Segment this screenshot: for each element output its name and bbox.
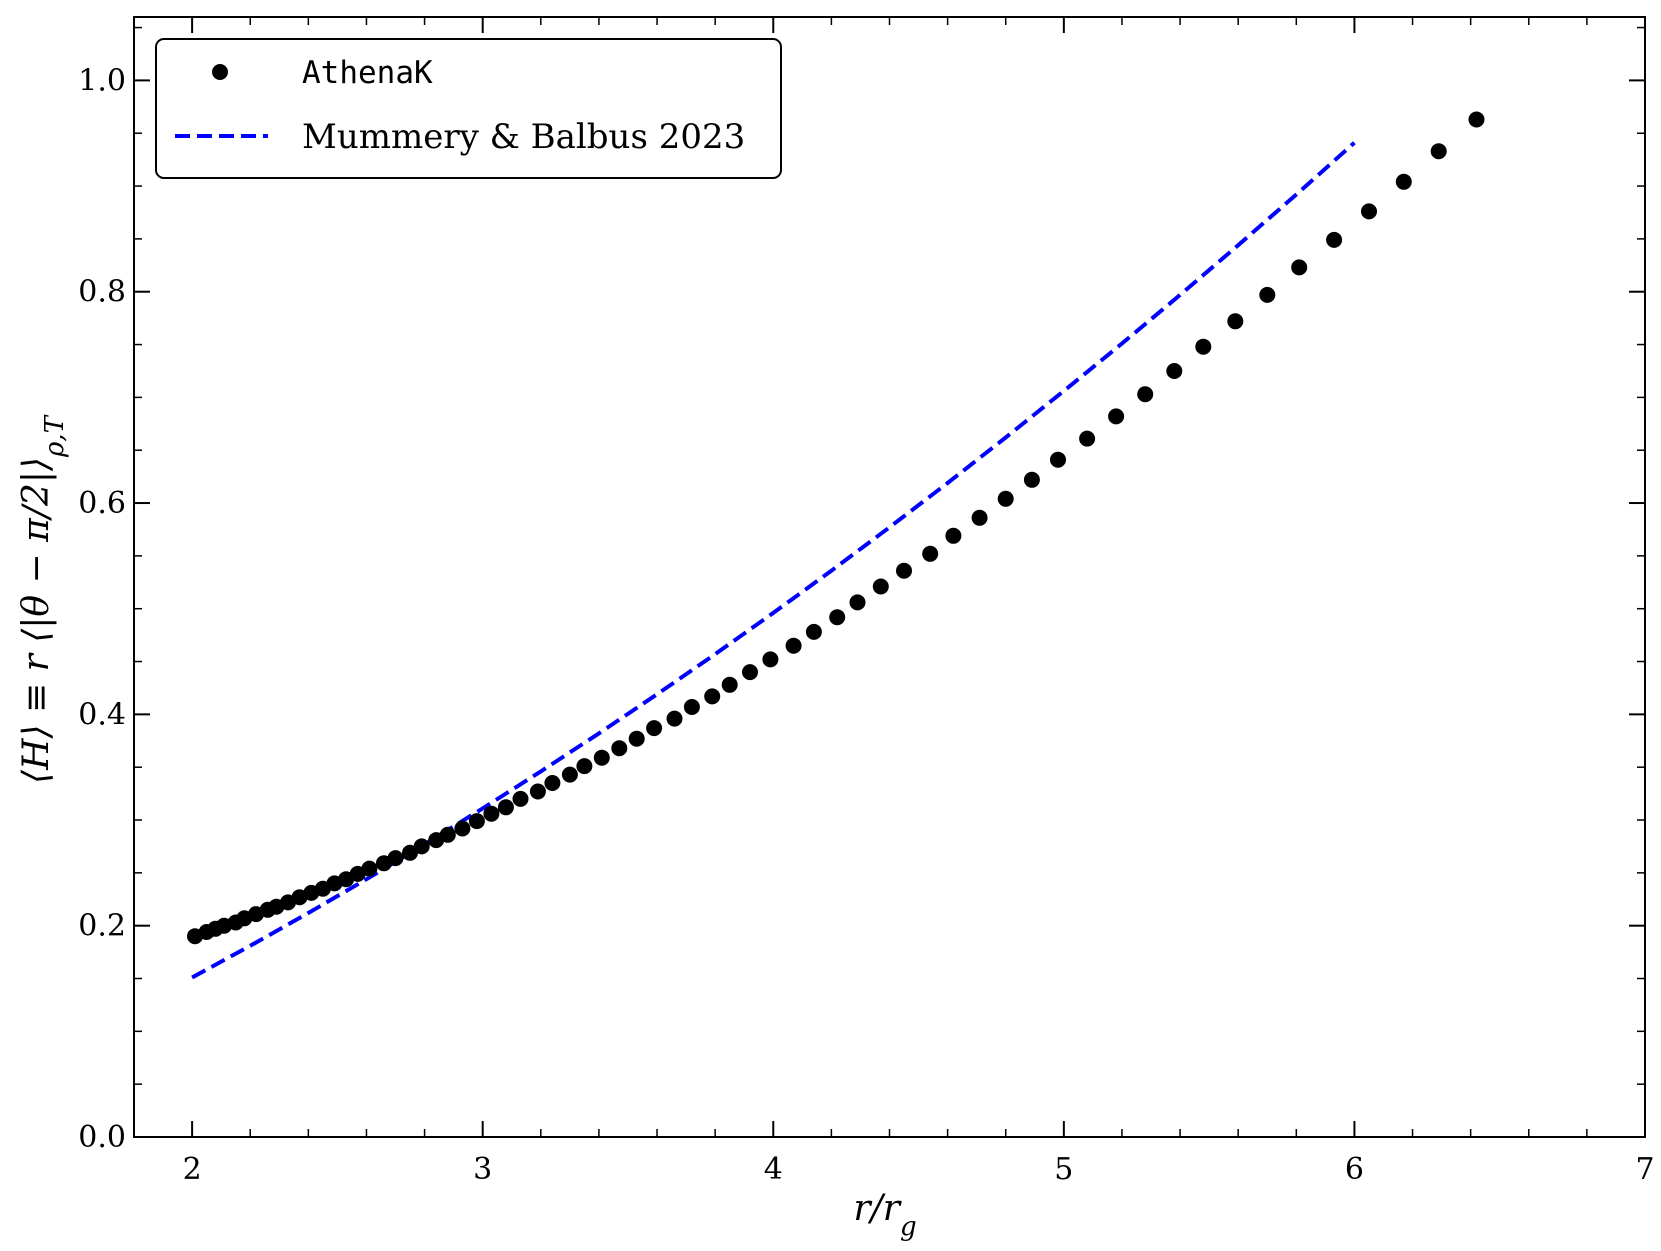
athenak-point	[468, 813, 485, 830]
athenak-point	[997, 490, 1014, 507]
athenak-point	[1468, 111, 1485, 128]
athenak-point	[402, 844, 418, 861]
x-tick-label: 6	[1345, 1152, 1364, 1187]
tick-labels-group: 2 3 4 5 6 7 0.0 0.2 0.4 0.6 0.8 1.0	[78, 63, 1654, 1187]
athenak-point	[742, 664, 758, 681]
athenak-point	[1079, 430, 1096, 447]
athenak-point	[683, 699, 700, 715]
y-tick-label: 1.0	[78, 63, 126, 98]
y-tick-label: 0.6	[78, 486, 126, 521]
athenak-point	[896, 562, 912, 579]
athenak-point	[849, 594, 866, 611]
athenak-point	[1395, 173, 1412, 190]
athenak-point	[454, 820, 471, 837]
athenak-point	[785, 637, 802, 654]
athenak-point	[576, 758, 593, 775]
athenak-point	[512, 790, 529, 807]
y-tick-label: 0.8	[78, 275, 126, 310]
athenak-point	[1166, 363, 1183, 379]
athenak-point	[872, 578, 889, 595]
athenak-point	[1430, 143, 1447, 160]
athenak-point	[704, 688, 721, 705]
athenak-point	[1050, 451, 1066, 468]
x-tick-label: 5	[1054, 1152, 1073, 1187]
athenak-point	[1023, 471, 1040, 488]
athenak-point	[1227, 313, 1244, 330]
athenak-point	[1137, 386, 1154, 403]
y-tick-label: 0.2	[78, 909, 126, 944]
x-tick-label: 2	[183, 1152, 202, 1187]
y-tick-label: 0.0	[78, 1120, 126, 1155]
athenak-point	[922, 545, 939, 562]
athenak-point	[439, 826, 456, 843]
x-tick-label: 4	[764, 1152, 783, 1187]
athenak-point	[544, 775, 561, 791]
athenak-point	[1361, 203, 1377, 220]
athenak-point	[829, 609, 846, 626]
athenak-point	[1259, 286, 1276, 303]
athenak-point	[1326, 231, 1343, 248]
athenak-point	[387, 850, 404, 867]
plot-frame	[133, 16, 1646, 1138]
athenak-point	[593, 749, 610, 766]
athenak-point	[361, 860, 378, 877]
athenak-point	[483, 805, 500, 822]
athenak-point	[971, 509, 988, 526]
athenak-point	[561, 766, 578, 783]
legend-mummery-label: Mummery & Balbus 2023	[302, 117, 745, 157]
athenak-point	[529, 783, 546, 800]
athenak-point	[1108, 408, 1125, 425]
athenak-point	[762, 651, 779, 668]
athenak-point	[1195, 338, 1212, 355]
athenak-point	[721, 676, 738, 693]
legend-athenak-label: AthenaK	[302, 55, 433, 91]
athenak-point	[666, 710, 683, 727]
athenak-point	[413, 838, 430, 855]
legend-athenak-marker	[212, 64, 228, 80]
legend-box	[155, 38, 782, 179]
athenak-point	[1291, 259, 1308, 276]
athenak-point	[628, 730, 645, 747]
x-tick-label: 7	[1635, 1152, 1654, 1187]
athenak-point	[611, 740, 628, 757]
athenak-point	[945, 527, 962, 544]
athenak-point	[805, 623, 822, 640]
athenak-point	[497, 799, 514, 816]
athenak-point	[646, 720, 663, 737]
legend: AthenaK Mummery & Balbus 2023	[155, 38, 782, 179]
athenak-points	[187, 111, 1485, 945]
y-tick-label: 0.4	[78, 697, 126, 732]
x-tick-label: 3	[473, 1152, 492, 1187]
